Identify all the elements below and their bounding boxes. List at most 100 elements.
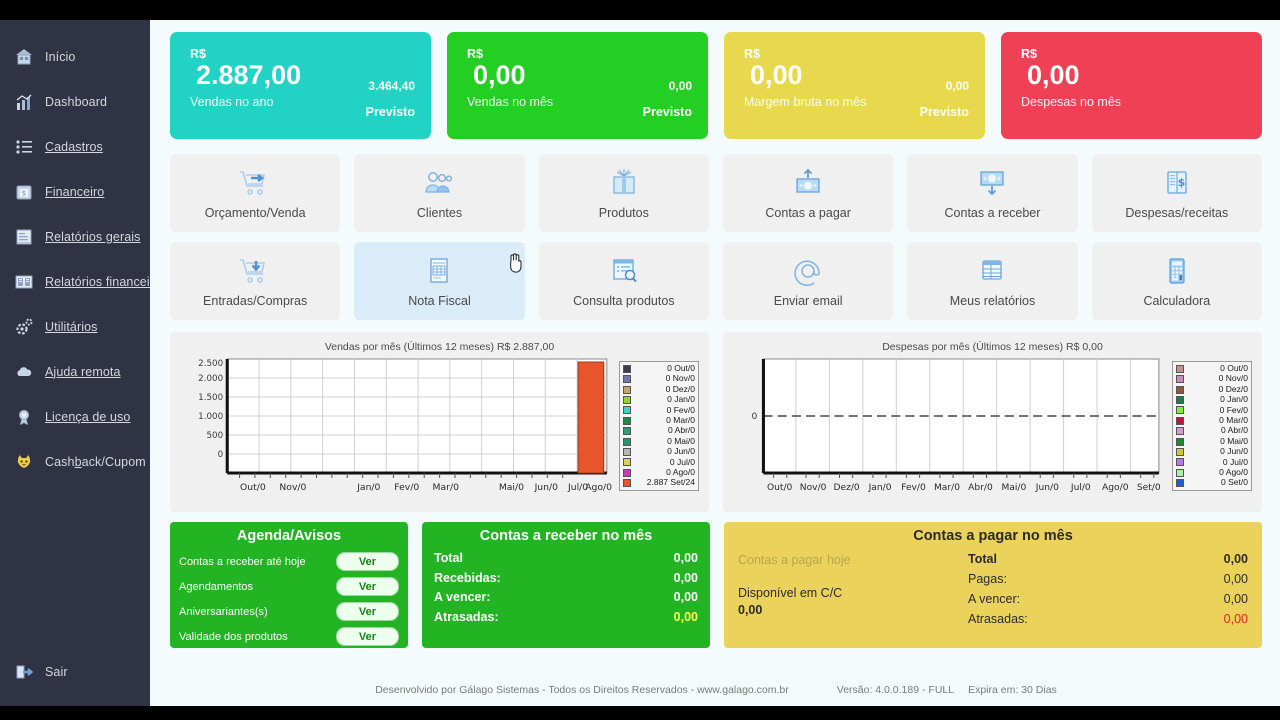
cart-in-icon bbox=[237, 255, 273, 287]
sidebar-item-cashback-cupom[interactable]: Cashback/Cupom bbox=[0, 439, 150, 484]
sidebar-item-relatorios-gerais[interactable]: Relatórios gerais bbox=[0, 214, 150, 259]
legend-item: 0 Nov/0 bbox=[1176, 374, 1248, 384]
tile-calculadora[interactable]: Calculadora bbox=[1091, 242, 1262, 320]
sidebar-item-financeiro[interactable]: $ Financeiro bbox=[0, 169, 150, 214]
legend-label: 0 Mai/0 bbox=[667, 435, 695, 446]
chart-plot-despesas: 0 bbox=[731, 355, 1167, 507]
svg-text:Fev/0: Fev/0 bbox=[901, 483, 926, 493]
cloud-icon bbox=[13, 361, 34, 382]
kpi-forecast-value: 0,00 bbox=[668, 79, 692, 93]
svg-text:1.500: 1.500 bbox=[198, 393, 223, 403]
pagar-available-value: 0,00 bbox=[738, 603, 763, 617]
agenda-ver-button[interactable]: Ver bbox=[336, 627, 399, 646]
invoice-icon bbox=[421, 255, 457, 287]
sidebar-item-ajuda-remota[interactable]: Ajuda remota bbox=[0, 349, 150, 394]
sidebar-item-label: Relatórios financeiros bbox=[45, 274, 168, 289]
tile-label: Entradas/Compras bbox=[203, 293, 308, 308]
pagar-row: Total 0,00 bbox=[968, 549, 1248, 569]
tile-label: Contas a pagar bbox=[765, 205, 851, 220]
legend-label: 0 Nov/0 bbox=[665, 373, 695, 384]
svg-text:Jun/0: Jun/0 bbox=[534, 483, 559, 493]
sidebar-item-licenca-de-uso[interactable]: Licença de uso bbox=[0, 394, 150, 439]
sidebar-item-sair[interactable]: Sair bbox=[0, 649, 150, 694]
legend-swatch bbox=[1176, 406, 1184, 415]
sidebar: Início Dashboard Cadastros $ Financeiro … bbox=[0, 20, 167, 706]
agenda-ver-button[interactable]: Ver bbox=[336, 602, 399, 621]
sidebar-item-dashboard[interactable]: Dashboard bbox=[0, 79, 150, 124]
sidebar-item-label: Financeiro bbox=[45, 184, 105, 199]
tile-entradas-compras[interactable]: Entradas/Compras bbox=[170, 242, 341, 320]
svg-text:Set/0: Set/0 bbox=[1137, 483, 1161, 493]
legend-swatch bbox=[623, 395, 631, 404]
tile-produtos[interactable]: Produtos bbox=[538, 154, 709, 232]
kpi-card-despesas-no-mes[interactable]: R$ 0,00 Despesas no mês bbox=[1001, 32, 1262, 139]
kpi-currency: R$ bbox=[190, 47, 206, 61]
chart-body: 0 500 1.000 1.500 2.000 2.500 bbox=[178, 355, 701, 507]
legend-item: 0 Jul/0 bbox=[1176, 457, 1248, 468]
legend-swatch bbox=[623, 406, 631, 415]
kpi-card-vendas-no-mes[interactable]: R$ 0,00 Vendas no mês 0,00 Previsto bbox=[447, 32, 708, 139]
report-financial-icon bbox=[13, 271, 34, 292]
legend-swatch bbox=[623, 437, 631, 446]
sidebar-item-label: Cadastros bbox=[45, 139, 103, 154]
tile-label: Despesas/receitas bbox=[1125, 205, 1229, 220]
svg-text:Out/0: Out/0 bbox=[240, 483, 266, 493]
legend-label: 0 Abr/0 bbox=[1221, 425, 1248, 436]
tile-label: Meus relatórios bbox=[949, 293, 1036, 308]
tile-contas-a-receber[interactable]: Contas a receber bbox=[907, 154, 1078, 232]
chart-title: Despesas por mês (Últimos 12 meses) R$ 0… bbox=[882, 341, 1103, 353]
agenda-ver-button[interactable]: Ver bbox=[336, 577, 399, 596]
legend-swatch bbox=[623, 479, 631, 488]
legend-swatch bbox=[623, 458, 631, 467]
sidebar-item-label: Relatórios gerais bbox=[45, 229, 141, 244]
legend-label: 0 Mai/0 bbox=[1220, 435, 1248, 446]
svg-text:$: $ bbox=[21, 189, 25, 197]
legend-item: 0 Dez/0 bbox=[1176, 383, 1248, 395]
agenda-row: Validade dos produtos Ver bbox=[179, 624, 399, 649]
tile-despesas-receitas[interactable]: $ Despesas/receitas bbox=[1091, 154, 1262, 232]
legend-item: 0 Abr/0 bbox=[1176, 426, 1248, 436]
kpi-card-vendas-no-ano[interactable]: R$ 2.887,00 Vendas no ano 3.464,40 Previ… bbox=[170, 32, 431, 139]
kpi-value: 0,00 bbox=[750, 60, 803, 90]
legend-label: 0 Ago/0 bbox=[666, 467, 695, 478]
tile-contas-a-pagar[interactable]: Contas a pagar bbox=[722, 154, 894, 232]
sidebar-item-utilitarios[interactable]: Utilitários bbox=[0, 304, 150, 349]
doc-search-icon bbox=[606, 255, 642, 287]
agenda-label: Contas a receber até hoje bbox=[179, 555, 306, 568]
receber-row: Total 0,00 bbox=[434, 549, 698, 569]
sidebar-item-cadastros[interactable]: Cadastros bbox=[0, 124, 150, 169]
legend-item: 0 Mar/0 bbox=[1176, 415, 1248, 426]
tile-enviar-email[interactable]: Enviar email bbox=[722, 242, 894, 320]
sidebar-item-inicio[interactable]: Início bbox=[0, 34, 150, 79]
sidebar-item-label: Ajuda remota bbox=[45, 364, 121, 379]
award-icon bbox=[13, 406, 34, 427]
agenda-ver-button[interactable]: Ver bbox=[336, 552, 399, 571]
sidebar-item-relatorios-financeiros[interactable]: Relatórios financeiros bbox=[0, 259, 167, 304]
legend-item: 0 Jan/0 bbox=[1176, 394, 1248, 405]
list-icon bbox=[13, 136, 34, 157]
legend-label: 0 Ago/0 bbox=[1219, 467, 1248, 478]
tile-meus-relatorios[interactable]: Meus relatórios bbox=[907, 242, 1078, 320]
pagar-today-label: Contas a pagar hoje bbox=[738, 553, 851, 567]
tile-nota-fiscal[interactable]: Nota Fiscal bbox=[354, 242, 525, 320]
agenda-label: Agendamentos bbox=[179, 580, 253, 593]
tile-consulta-produtos[interactable]: Consulta produtos bbox=[538, 242, 709, 320]
legend-item: 0 Jun/0 bbox=[623, 447, 695, 457]
charts-row: Vendas por mês (Últimos 12 meses) R$ 2.8… bbox=[170, 332, 1262, 512]
legend-item: 0 Jun/0 bbox=[1176, 447, 1248, 457]
tile-clientes[interactable]: Clientes bbox=[354, 154, 525, 232]
tile-orcamento-venda[interactable]: Orçamento/Venda bbox=[170, 154, 341, 232]
svg-text:Dez/0: Dez/0 bbox=[833, 483, 860, 493]
chart-card-despesas: Despesas por mês (Últimos 12 meses) R$ 0… bbox=[723, 332, 1262, 512]
pagar-available-label: Disponível em C/C bbox=[738, 586, 843, 600]
kpi-currency: R$ bbox=[744, 47, 760, 61]
quick-actions-row-1: Orçamento/Venda Clientes Produtos Contas… bbox=[170, 154, 1262, 232]
svg-text:Ago/0: Ago/0 bbox=[1102, 483, 1129, 493]
svg-text:0: 0 bbox=[752, 412, 758, 422]
footer-version: Versão: 4.0.0.189 - FULL bbox=[836, 684, 955, 696]
legend-label: 0 Dez/0 bbox=[1218, 383, 1248, 394]
kpi-forecast-label: Previsto bbox=[919, 105, 969, 119]
legend-item: 0 Dez/0 bbox=[623, 384, 695, 395]
chart-bar-icon bbox=[13, 91, 34, 112]
kpi-card-margem-bruta-no-mes[interactable]: R$ 0,00 Margem bruta no mês 0,00 Previst… bbox=[724, 32, 985, 139]
